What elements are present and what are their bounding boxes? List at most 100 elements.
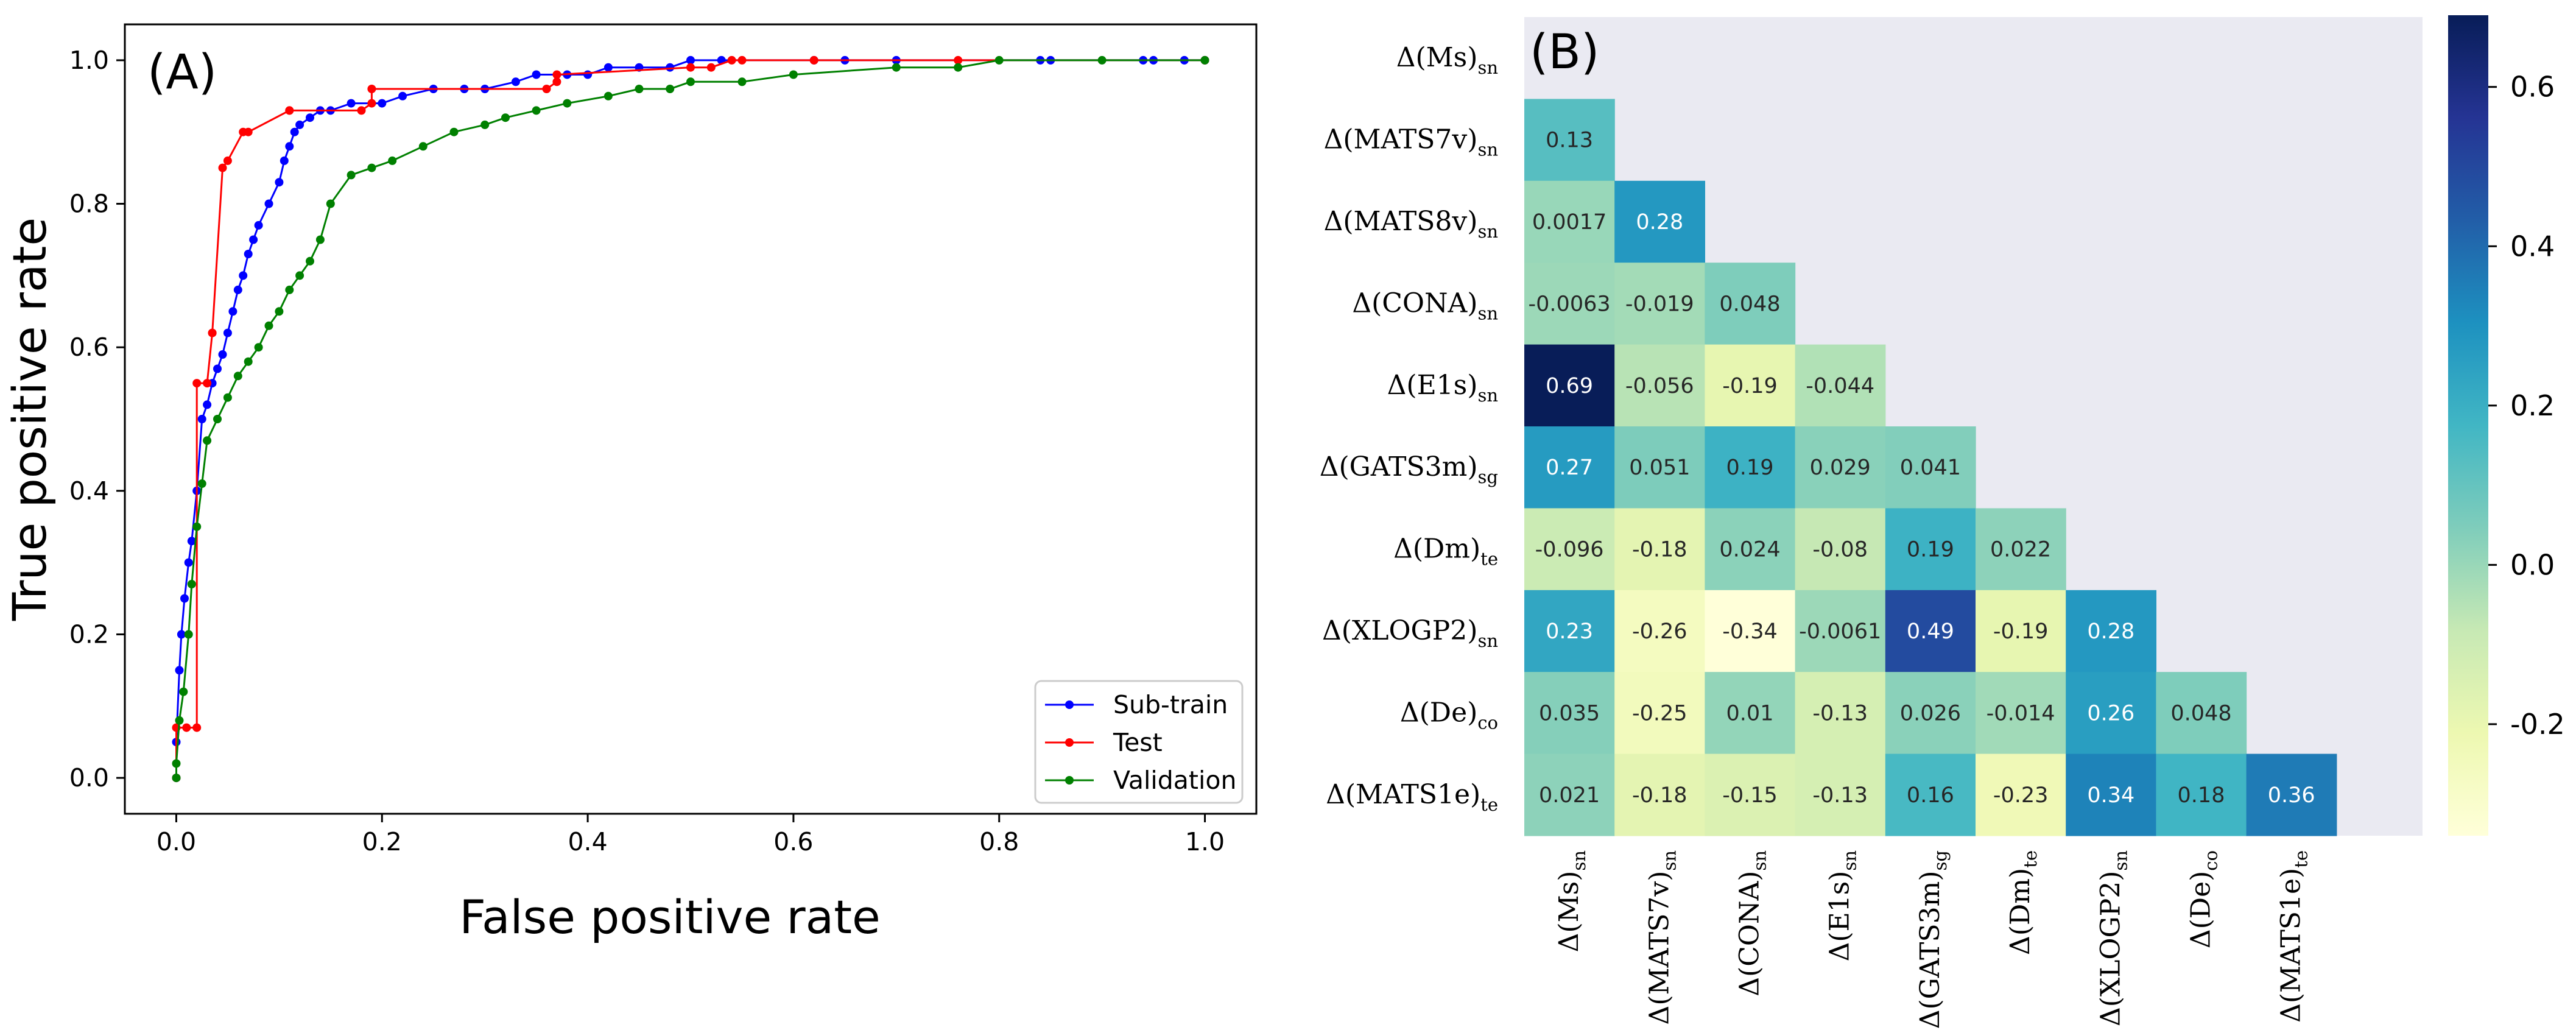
y-tick-label: 0.4 [69, 476, 109, 506]
heatmap-cell [2156, 672, 2247, 755]
data-point [213, 415, 222, 423]
heatmap-cell [1705, 590, 1796, 672]
heatmap-cell [2246, 753, 2337, 836]
heatmap-cell [2066, 590, 2156, 672]
heatmap-cells: 0.13 0.0017 0.28 -0.0063 -0.019 0.048 0.69 -0.0… [1524, 99, 2337, 836]
data-point [542, 85, 551, 93]
heatmap-row-label: Δ(MATS8v)sn [1324, 206, 1498, 242]
data-point [218, 350, 227, 359]
data-point [197, 479, 206, 488]
y-tick-label: 0.6 [69, 333, 109, 362]
data-point [604, 91, 613, 101]
data-point [290, 127, 299, 136]
heatmap-cell-value: 0.36 [2268, 783, 2315, 808]
data-point [172, 759, 181, 768]
colorbar-tick-label: 0.4 [2510, 230, 2555, 263]
heatmap-cell [1795, 426, 1886, 509]
data-point [192, 723, 202, 732]
data-point [177, 630, 186, 639]
data-point [367, 163, 376, 172]
roc-ticks: 0.0 0.2 0.4 0.6 0.8 1.0 0.0 0.2 0.4 0.6 0.8 1.0 [69, 46, 1225, 856]
legend-label: Test [1113, 728, 1163, 757]
heatmap-cell-value: 0.048 [2170, 701, 2231, 725]
data-point [285, 106, 294, 115]
data-point [280, 156, 289, 165]
heatmap-column-label: Δ(GATS3m)sg [1915, 850, 1951, 1029]
data-point [180, 594, 189, 603]
heatmap-cell [1705, 672, 1796, 755]
legend-label: Sub-train [1113, 690, 1228, 719]
data-point [187, 580, 196, 588]
heatmap-column-label: Δ(Ms)sn [1554, 850, 1589, 952]
heatmap-row-label: Δ(CONA)sn [1352, 287, 1498, 323]
y-tick-label: 0.8 [69, 189, 109, 219]
heatmap-cell-value: 0.27 [1546, 456, 1593, 480]
heatmap-cell-value: 0.19 [1907, 538, 1954, 562]
data-point [1200, 55, 1209, 65]
legend-label: Validation [1113, 766, 1236, 795]
data-point [285, 285, 294, 294]
heatmap-cell [1524, 753, 1615, 836]
data-point [686, 77, 695, 86]
heatmap-cell-value: 0.28 [2087, 619, 2134, 644]
data-point [306, 256, 314, 266]
heatmap-cell-value: -0.13 [1812, 783, 1868, 808]
data-point [184, 558, 193, 567]
legend-marker [1065, 776, 1074, 785]
heatmap-cell-value: -0.014 [1987, 701, 2055, 725]
x-tick-label: 1.0 [1185, 827, 1225, 856]
data-point [175, 666, 184, 675]
heatmap-cell [1976, 753, 2066, 836]
heatmap-cell [1524, 590, 1615, 672]
heatmap-cell [1885, 753, 1976, 836]
roc-chart: 0.0 0.2 0.4 0.6 0.8 1.0 0.0 0.2 0.4 0.6 0.8 1.0 (A)… [2, 23, 1258, 944]
data-point [552, 70, 561, 79]
legend-marker [1065, 738, 1074, 747]
legend-frame [1034, 680, 1244, 804]
heatmap-cell [1795, 753, 1886, 836]
heatmap-row-label: Δ(XLOGP2)sn [1322, 615, 1498, 651]
data-point [552, 77, 561, 86]
heatmap-row-label: Δ(E1s)sn [1387, 370, 1498, 406]
data-point [203, 436, 212, 445]
heatmap-cell-value: -0.23 [1993, 783, 2049, 808]
data-point [275, 307, 284, 316]
heatmap-cell [2066, 672, 2156, 755]
data-point [213, 364, 222, 373]
data-point [954, 63, 963, 72]
heatmap-cell [1524, 426, 1615, 509]
heatmap-cell-value: -0.056 [1625, 374, 1694, 398]
heatmap-cell-value: 0.49 [1907, 619, 1954, 644]
heatmap-cell-value: -0.08 [1812, 538, 1868, 562]
data-point [635, 85, 644, 93]
data-point [686, 55, 695, 65]
correlation-heatmap: 0.13 0.0017 0.28 -0.0063 -0.019 0.048 0.69 -0.0… [1320, 15, 2565, 1029]
data-point [218, 163, 227, 172]
heatmap-cell [1976, 508, 2066, 591]
data-point [1097, 55, 1107, 65]
heatmap-row-label: Δ(De)co [1400, 697, 1498, 733]
x-tick-label: 0.6 [773, 827, 813, 856]
heatmap-cell-value: -0.19 [1993, 619, 2049, 644]
data-point [449, 127, 459, 136]
heatmap-row-labels: Δ(Ms)sn Δ(MATS7v)sn Δ(MATS8v)sn Δ(CONA)sn Δ(… [1320, 42, 1498, 815]
data-point [789, 70, 798, 79]
heatmap-cell-value: 0.048 [1719, 292, 1780, 316]
heatmap-column-labels: Δ(Ms)sn Δ(MATS7v)sn Δ(CONA)sn Δ(E1s)sn Δ(GAT… [1554, 850, 2312, 1029]
heatmap-cell [1614, 426, 1705, 509]
data-point [285, 142, 294, 151]
data-point [727, 55, 736, 65]
data-point [175, 716, 184, 725]
series-validation [172, 55, 1209, 783]
heatmap-cell-value: 0.01 [1726, 701, 1774, 725]
data-point [583, 70, 593, 79]
heatmap-cell-value: 0.23 [1546, 619, 1593, 644]
heatmap-cell [1614, 263, 1705, 345]
heatmap-cell [1524, 263, 1615, 345]
data-point [954, 55, 963, 65]
data-point [223, 393, 232, 402]
data-point [315, 235, 325, 244]
heatmap-column-label: Δ(XLOGP2)sn [2095, 850, 2131, 1026]
heatmap-cell [1795, 508, 1886, 591]
heatmap-cell-value: 0.026 [1900, 701, 1961, 725]
